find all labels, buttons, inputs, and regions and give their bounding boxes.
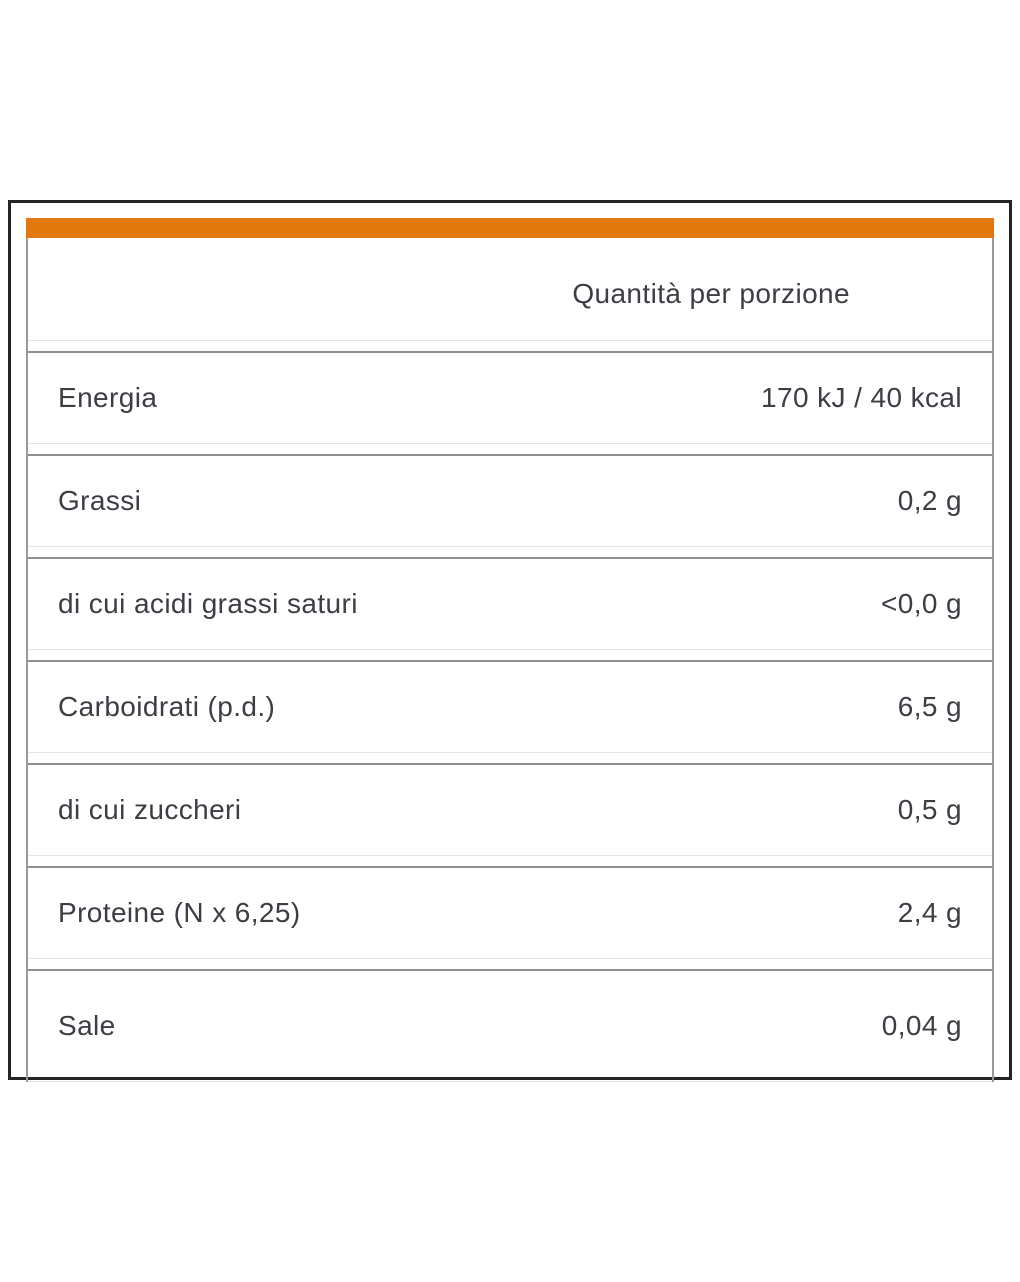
- table-row-sale: Sale 0,04 g: [28, 969, 992, 1082]
- table-row-carboidrati: Carboidrati (p.d.) 6,5 g: [28, 660, 992, 753]
- table-row-energia: Energia 170 kJ / 40 kcal: [28, 351, 992, 444]
- table-header-row: Quantità per porzione: [28, 238, 992, 341]
- nutrient-label: di cui zuccheri: [58, 794, 242, 825]
- accent-bar: [26, 218, 994, 238]
- table-row-acidi-grassi-saturi: di cui acidi grassi saturi <0,0 g: [28, 557, 992, 650]
- nutrient-value: 2,4 g: [897, 897, 962, 928]
- nutrient-label: Sale: [58, 1010, 116, 1041]
- nutrient-value: 0,04 g: [881, 1010, 962, 1041]
- nutrition-label: Quantità per porzione Energia 170 kJ / 4…: [8, 200, 1012, 1082]
- column-header-quantity-per-portion: Quantità per porzione: [572, 278, 850, 309]
- table-row-proteine: Proteine (N x 6,25) 2,4 g: [28, 866, 992, 959]
- nutrient-label: Grassi: [58, 485, 142, 516]
- table-row-zuccheri: di cui zuccheri 0,5 g: [28, 763, 992, 856]
- nutrient-value: 0,2 g: [897, 485, 962, 516]
- nutrient-value: 170 kJ / 40 kcal: [761, 382, 962, 413]
- nutrient-value: 6,5 g: [897, 691, 962, 722]
- nutrient-value: <0,0 g: [880, 588, 962, 619]
- nutrient-label: Energia: [58, 382, 158, 413]
- nutrient-value: 0,5 g: [897, 794, 962, 825]
- nutrition-table: Quantità per porzione Energia 170 kJ / 4…: [26, 238, 994, 1082]
- table-row-grassi: Grassi 0,2 g: [28, 454, 992, 547]
- nutrient-label: Proteine (N x 6,25): [58, 897, 301, 928]
- nutrient-label: di cui acidi grassi saturi: [58, 588, 358, 619]
- nutrient-label: Carboidrati (p.d.): [58, 691, 276, 722]
